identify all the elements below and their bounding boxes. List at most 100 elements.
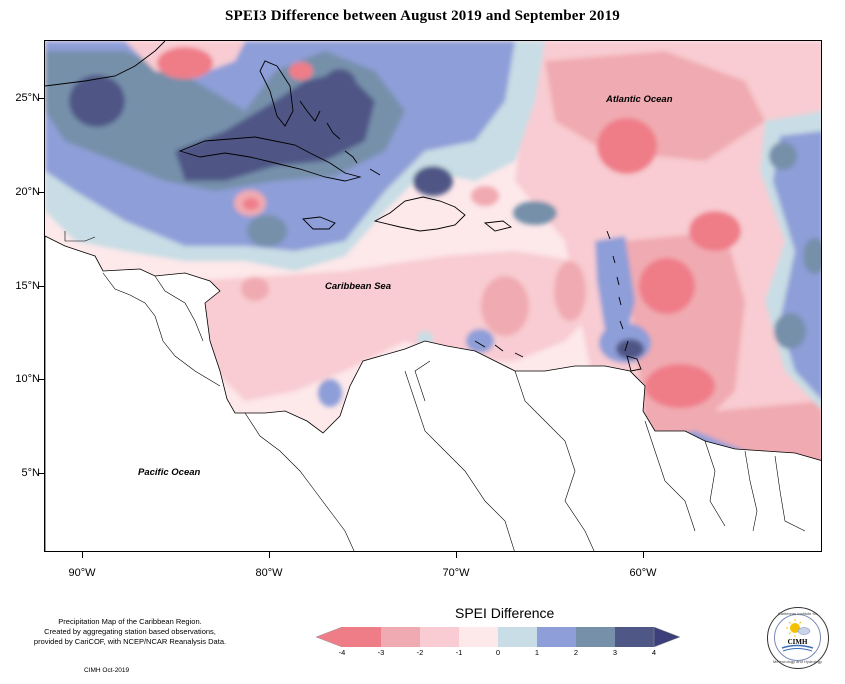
logo-text: CIMH — [787, 638, 808, 646]
lat-tick — [38, 473, 44, 474]
field-navy — [69, 75, 125, 127]
field-red — [597, 118, 657, 174]
field-blue — [466, 329, 494, 353]
map-panel — [44, 40, 822, 552]
island-jamaica — [302, 216, 336, 230]
field-steel — [247, 215, 287, 247]
field-steel — [769, 142, 797, 170]
field-pink — [481, 276, 529, 336]
island-bahamas — [344, 150, 358, 164]
field-steel — [774, 313, 806, 349]
legend-tick-label: -3 — [377, 648, 385, 657]
border — [102, 272, 221, 387]
island-cuba — [178, 136, 362, 182]
footer-note-line: provided by CariCOF, with NCEP/NCAR Rean… — [33, 637, 227, 646]
sun-cloud-icon — [781, 619, 814, 652]
legend-swatch — [537, 627, 576, 647]
map-title: SPEI3 Difference between August 2019 and… — [224, 8, 621, 24]
island-bahamas — [369, 168, 381, 176]
legend-swatch — [576, 627, 615, 647]
island-trinidad — [626, 355, 642, 372]
legend-swatch — [498, 627, 537, 647]
legend-swatch — [420, 627, 459, 647]
island-bahamas — [326, 122, 341, 140]
footer-note: Precipitation Map of the Caribbean Regio… — [10, 617, 250, 647]
island-puerto-rico — [483, 220, 513, 232]
footer-note-line: Precipitation Map of the Caribbean Regio… — [58, 617, 202, 626]
lon-tick — [82, 552, 83, 558]
legend-swatch — [342, 627, 381, 647]
label-pacific-ocean: Pacific Ocean — [138, 467, 201, 478]
field-steel — [513, 201, 557, 225]
lat-tick — [38, 192, 44, 193]
legend-swatch — [381, 627, 420, 647]
border — [644, 420, 696, 532]
legend-tick-label: 1 — [534, 648, 540, 657]
island-outlines — [45, 41, 642, 372]
field-navy — [616, 339, 644, 359]
field-pink — [545, 51, 765, 161]
country-borders — [64, 231, 806, 551]
lat-label-10n: 10°N — [15, 373, 40, 385]
legend-tick-label: 3 — [612, 648, 618, 657]
lat-label-15n: 15°N — [15, 280, 40, 292]
florida-coast — [259, 60, 294, 127]
legend-tick-label: -4 — [338, 648, 346, 657]
logo-ring-text-top: Caribbean Institute for — [777, 611, 818, 616]
lat-label-20n: 20°N — [15, 186, 40, 198]
lon-label-80w: 80°W — [255, 567, 283, 579]
field-pink — [471, 186, 499, 206]
spei-map — [45, 41, 821, 551]
field-red — [639, 258, 695, 314]
footer-note-line: Created by aggregating station based obs… — [44, 627, 216, 636]
border — [154, 275, 204, 342]
field-red — [243, 198, 259, 210]
legend-tick-label: -2 — [416, 648, 424, 657]
island-hispaniola — [373, 196, 466, 232]
border — [704, 440, 726, 527]
footer-credit: CIMH Oct-2019 — [84, 667, 130, 674]
field-navy — [324, 69, 356, 97]
field-red — [157, 47, 213, 79]
legend-title: SPEI Difference — [455, 605, 555, 621]
island-lesser-antilles — [606, 230, 629, 352]
border — [514, 370, 595, 551]
field-blue — [318, 379, 342, 407]
border — [744, 450, 758, 532]
lon-tick — [643, 552, 644, 558]
field-navy — [175, 71, 375, 181]
field-pink — [554, 261, 586, 321]
field-red — [289, 62, 313, 80]
gulf-coast — [45, 41, 166, 87]
logo-ring — [774, 614, 821, 661]
legend-swatch — [459, 627, 498, 647]
legend-arrow-right — [653, 626, 680, 648]
label-caribbean-sea: Caribbean Sea — [325, 281, 391, 292]
legend-colorbar — [316, 626, 680, 648]
legend-tick-label: 2 — [573, 648, 579, 657]
legend-tick-label: -1 — [455, 648, 463, 657]
lon-label-90w: 90°W — [68, 567, 96, 579]
legend-tick-label: 0 — [495, 648, 501, 657]
border — [414, 360, 431, 402]
logo-ring-text-bottom: Meteorology and Hydrology — [773, 659, 822, 664]
border — [244, 412, 355, 551]
legend-tick-label: 4 — [651, 648, 657, 657]
lon-label-70w: 70°W — [442, 567, 470, 579]
lat-label-5n: 5°N — [21, 467, 40, 479]
cimh-logo: Caribbean Institute for CIMH Meteorology… — [767, 607, 829, 669]
lat-tick — [38, 286, 44, 287]
legend-arrow-left — [316, 626, 343, 648]
label-atlantic-ocean: Atlantic Ocean — [606, 94, 673, 105]
field-red — [689, 211, 741, 251]
lat-tick — [38, 98, 44, 99]
lon-tick — [269, 552, 270, 558]
legend-swatch — [615, 627, 654, 647]
field-blue — [595, 236, 635, 341]
border — [404, 370, 515, 551]
border — [774, 455, 806, 532]
field-steel — [803, 238, 821, 274]
field-red — [645, 364, 715, 408]
field-pink — [241, 277, 269, 301]
lat-tick — [38, 379, 44, 380]
